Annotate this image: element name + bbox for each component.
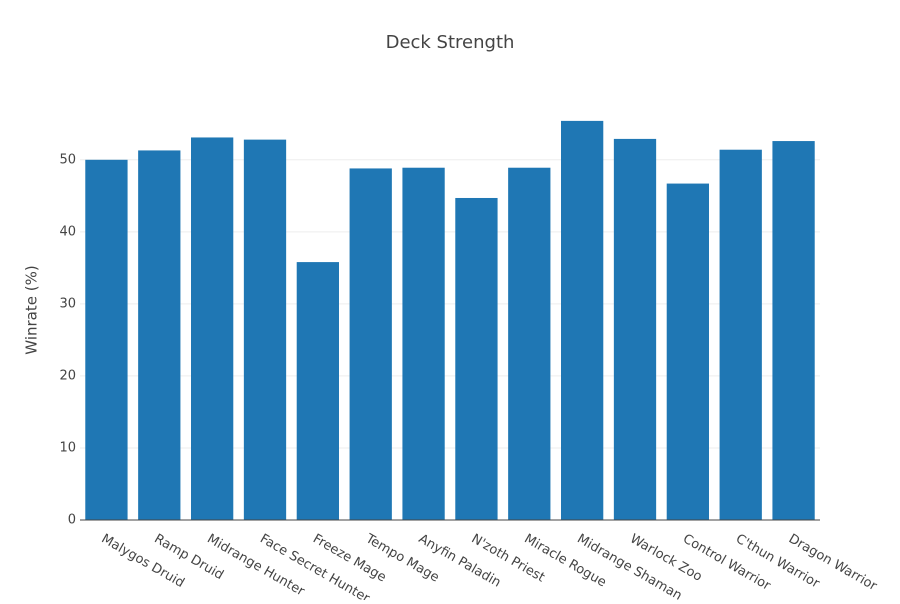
bar — [455, 197, 498, 520]
y-axis-label: Winrate (%) — [23, 265, 41, 354]
bar — [191, 137, 234, 520]
bar — [666, 183, 709, 520]
x-tick-label: Control Warrior — [680, 532, 773, 595]
bar — [349, 168, 392, 521]
y-tick-label: 30 — [59, 296, 76, 311]
y-tick-label: 20 — [59, 368, 76, 383]
bar — [243, 139, 287, 521]
x-tick-label: Dragon Warrior — [786, 532, 880, 595]
bar — [508, 167, 551, 520]
y-tick-label: 50 — [59, 152, 76, 167]
y-tick-label: 40 — [59, 224, 76, 239]
bar — [719, 149, 762, 520]
bar — [772, 141, 815, 520]
y-tick-label: 0 — [68, 513, 76, 528]
y-tick-label: 10 — [59, 440, 76, 455]
bar — [402, 167, 445, 520]
chart-title: Deck Strength — [386, 32, 515, 53]
bar — [138, 150, 181, 520]
bar — [296, 262, 339, 520]
bar — [613, 138, 657, 521]
bar — [561, 120, 604, 520]
bar — [85, 159, 128, 520]
